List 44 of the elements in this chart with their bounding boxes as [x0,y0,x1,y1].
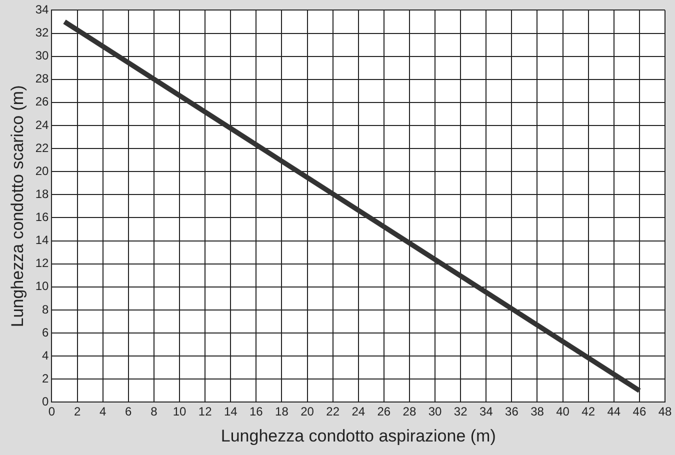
x-tick-label: 22 [326,404,340,419]
x-tick-label: 4 [100,404,107,419]
x-tick-label: 28 [402,404,416,419]
x-tick-label: 12 [198,404,212,419]
x-tick-label: 6 [125,404,132,419]
x-tick-label: 24 [352,404,366,419]
y-tick-label: 32 [35,26,50,40]
y-tick-label: 16 [35,210,50,224]
x-axis-title: Lunghezza condotto aspirazione (m) [220,426,496,446]
x-tick-label: 42 [582,404,596,419]
x-tick-label: 18 [275,404,289,419]
x-tick-label: 34 [479,404,494,419]
y-axis-title: Lunghezza condotto scarico (m) [8,85,27,328]
x-tick-label: 46 [632,404,646,419]
y-tick-label: 12 [35,256,50,270]
y-tick-label: 22 [35,140,50,155]
x-tick-label: 32 [454,404,468,419]
x-tick-label: 8 [150,404,158,419]
x-tick-label: 16 [249,404,264,419]
y-tick-label: 10 [35,279,50,294]
y-tick-label: 24 [35,118,50,132]
x-tick-label: 40 [556,404,570,419]
y-tick-label: 30 [35,48,50,63]
y-tick-label: 6 [42,325,50,340]
y-tick-label: 8 [42,302,50,316]
y-tick-label: 2 [42,371,50,386]
y-tick-label: 26 [35,94,50,109]
y-tick-label: 34 [35,2,50,17]
x-tick-label: 26 [377,404,391,419]
x-tick-label: 38 [530,404,544,419]
x-tick-label: 20 [300,404,314,419]
x-tick-label: 10 [172,404,187,419]
x-tick-label: 2 [74,404,81,419]
y-tick-label: 28 [35,72,50,86]
x-tick-label: 30 [428,404,442,419]
x-tick-label: 48 [658,404,672,419]
y-tick-label: 20 [35,164,50,178]
x-tick-label: 44 [607,404,621,419]
x-tick-label: 36 [505,404,519,419]
x-tick-label: 14 [224,404,238,419]
y-tick-label: 18 [35,186,50,201]
y-tick-label: 4 [42,348,50,362]
y-tick-label: 0 [42,394,50,409]
y-tick-label: 14 [35,233,50,248]
